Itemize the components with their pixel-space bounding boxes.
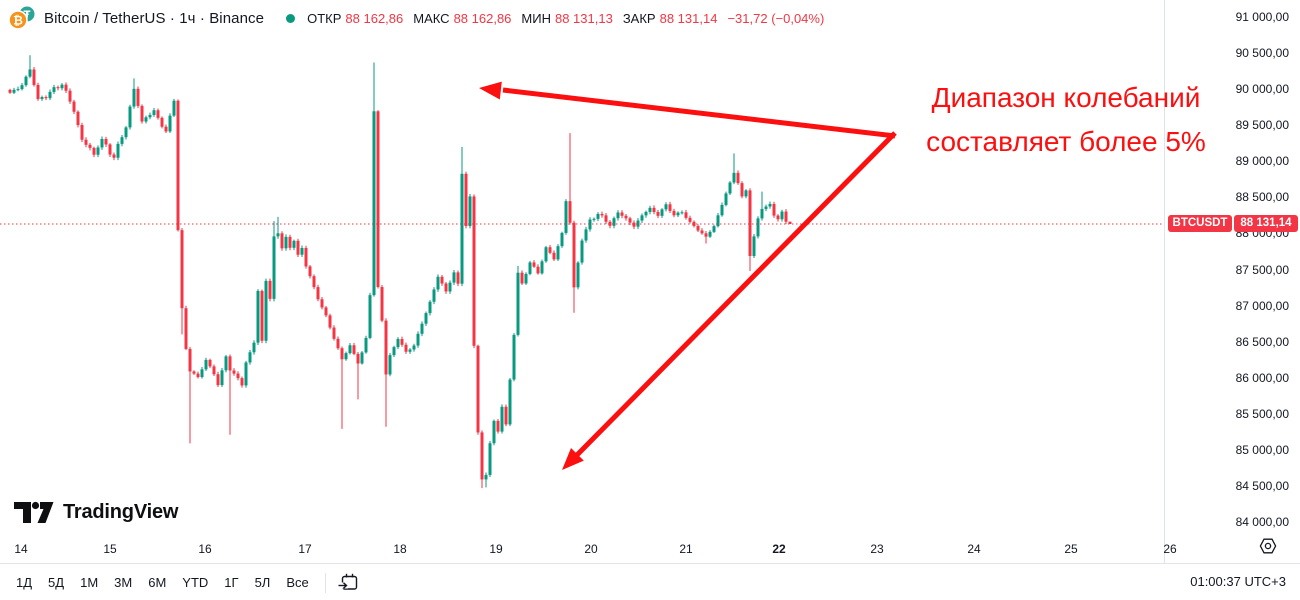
candlestick-chart[interactable]	[0, 0, 1164, 533]
price-tick-86500: 86 500,00	[1235, 334, 1289, 349]
symbol-legend: ₮ ₿ Bitcoin / TetherUS · 1ч · Binance ОТ…	[8, 6, 824, 30]
price-tick-85500: 85 500,00	[1235, 406, 1289, 421]
time-tick-14: 14	[14, 542, 28, 556]
time-axis[interactable]: 14 15 16 17 18 19 20 21 22 23 24 25 26	[0, 533, 1177, 563]
range-button-1д[interactable]: 1Д	[16, 575, 33, 590]
open-label: ОТКР	[307, 10, 342, 26]
bottom-toolbar: 1Д 5Д 1М 3М 6М YTD 1Г 5Л Все 01:00:37 UTC+3	[0, 563, 1300, 600]
price-tick-85000: 85 000,00	[1235, 442, 1289, 457]
price-tick-89000: 89 000,00	[1235, 154, 1289, 169]
range-button-1г[interactable]: 1Г	[224, 575, 239, 590]
price-tick-84000: 84 000,00	[1235, 515, 1289, 529]
price-tick-87500: 87 500,00	[1235, 262, 1289, 277]
time-tick-19: 19	[489, 542, 503, 556]
last-price-value-badge: 88 131,14	[1234, 215, 1298, 233]
time-tick-22: 22	[772, 542, 786, 556]
last-price-label: BTCUSDT 88 131,14	[1168, 215, 1298, 233]
toolbar-separator	[324, 572, 326, 593]
annotation-arrows	[479, 81, 897, 470]
high-label: МАКС	[413, 10, 450, 26]
price-tick-87000: 87 000,00	[1235, 298, 1289, 313]
btc-usdt-pair-icon: ₮ ₿	[8, 6, 35, 30]
time-tick-20: 20	[584, 542, 598, 556]
time-tick-21: 21	[679, 542, 693, 556]
price-tick-88500: 88 500,00	[1235, 190, 1289, 205]
tradingview-logo[interactable]: TradingView	[14, 501, 178, 524]
open-value: 88 162,86	[345, 10, 404, 26]
range-button-6м[interactable]: 6М	[148, 575, 167, 590]
price-tick-86000: 86 000,00	[1235, 370, 1289, 385]
chart-canvas[interactable]: ₮ ₿ Bitcoin / TetherUS · 1ч · Binance ОТ…	[0, 0, 1206, 533]
time-tick-25: 25	[1064, 542, 1078, 556]
low-value: 88 131,13	[554, 10, 613, 26]
time-tick-26: 26	[1163, 542, 1177, 556]
price-tick-91000: 91 000,00	[1235, 10, 1289, 24]
price-tick-90500: 90 500,00	[1235, 46, 1289, 61]
high-value: 88 162,86	[453, 10, 512, 26]
ohlc-values: ОТКР 88 162,86 МАКС 88 162,86 МИН 88 131…	[307, 11, 824, 26]
low-label: МИН	[521, 10, 551, 26]
time-tick-17: 17	[298, 542, 312, 556]
timezone-clock[interactable]: 01:00:37 UTC+3	[1190, 574, 1286, 589]
time-tick-18: 18	[393, 542, 407, 556]
close-value: 88 131,14	[659, 10, 718, 26]
time-tick-15: 15	[103, 542, 117, 556]
time-tick-24: 24	[967, 542, 981, 556]
range-button-3м[interactable]: 3М	[114, 575, 133, 590]
price-tick-90000: 90 000,00	[1235, 82, 1289, 97]
price-tick-89500: 89 500,00	[1235, 118, 1289, 133]
close-label: ЗАКР	[622, 10, 656, 26]
go-to-date-button[interactable]	[334, 571, 364, 594]
range-button-5д[interactable]: 5Д	[48, 575, 65, 590]
tradingview-logo-text: TradingView	[63, 501, 179, 523]
price-scale-settings-icon[interactable]	[1259, 538, 1277, 554]
range-button-все[interactable]: Все	[286, 575, 309, 590]
annotation-line-1: Диапазон колебаний	[931, 82, 1201, 113]
price-axis[interactable]: BTCUSDT 88 131,14 91 000,00 90 500,00 90 0…	[1164, 0, 1300, 563]
candles	[8, 55, 792, 489]
tradingview-logo-icon	[14, 501, 54, 523]
symbol-title[interactable]: Bitcoin / TetherUS · 1ч · Binance	[44, 9, 265, 27]
range-button-ytd[interactable]: YTD	[182, 575, 209, 590]
time-tick-16: 16	[198, 542, 212, 556]
range-button-5л[interactable]: 5Л	[254, 575, 271, 590]
svg-text:₿: ₿	[13, 14, 23, 28]
annotation-text: Диапазон колебаний составляет более 5%	[898, 76, 1234, 164]
range-button-1м[interactable]: 1М	[80, 575, 99, 590]
annotation-line-2: составляет более 5%	[926, 126, 1206, 157]
svg-text:₮: ₮	[24, 10, 31, 21]
time-tick-23: 23	[870, 542, 884, 556]
last-price-symbol-badge: BTCUSDT	[1168, 215, 1232, 233]
date-range-buttons: 1Д 5Д 1М 3М 6М YTD 1Г 5Л Все	[8, 571, 317, 594]
market-status-dot[interactable]	[286, 13, 296, 23]
change-value: −31,72 (−0,04%)	[727, 10, 825, 26]
go-to-date-icon	[337, 573, 357, 590]
price-tick-84500: 84 500,00	[1235, 478, 1289, 493]
